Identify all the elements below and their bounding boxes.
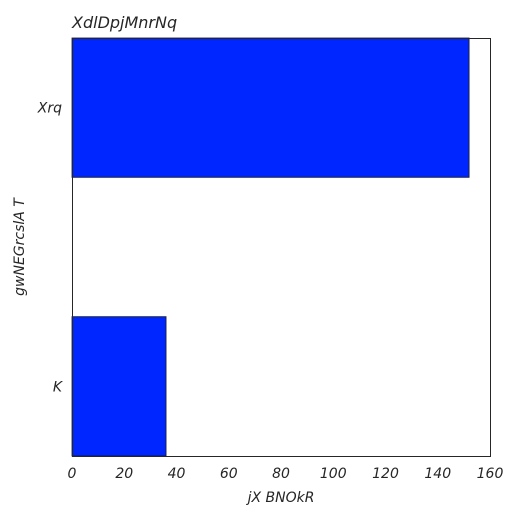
- x-tick-label: 60: [220, 466, 238, 482]
- y-tick-label: K: [53, 379, 64, 395]
- bars-group: [71, 37, 470, 457]
- x-tick-label: 0: [68, 466, 77, 482]
- x-tick-label: 40: [168, 466, 186, 482]
- y-tick-labels: Xrq K: [37, 101, 64, 396]
- plot-frame: [72, 38, 491, 457]
- y-axis-label: gwNEGrcslA T: [12, 197, 28, 296]
- bar-k: [71, 316, 167, 457]
- x-tick-label: 140: [424, 466, 451, 482]
- x-tick-label: 120: [372, 466, 399, 482]
- y-tick-label: Xrq: [37, 101, 62, 117]
- x-tick-label: 160: [477, 466, 504, 482]
- x-tick-labels: 0 20 40 60 80 100 120 140 160: [68, 466, 504, 482]
- x-tick-label: 80: [272, 466, 290, 482]
- x-tick-label: 100: [320, 466, 347, 482]
- x-tick-label: 20: [115, 466, 133, 482]
- bar-xrq: [71, 37, 470, 178]
- chart-title: XdlDpjMnrNq: [71, 13, 177, 32]
- x-axis-label: jX BNOkR: [246, 490, 315, 506]
